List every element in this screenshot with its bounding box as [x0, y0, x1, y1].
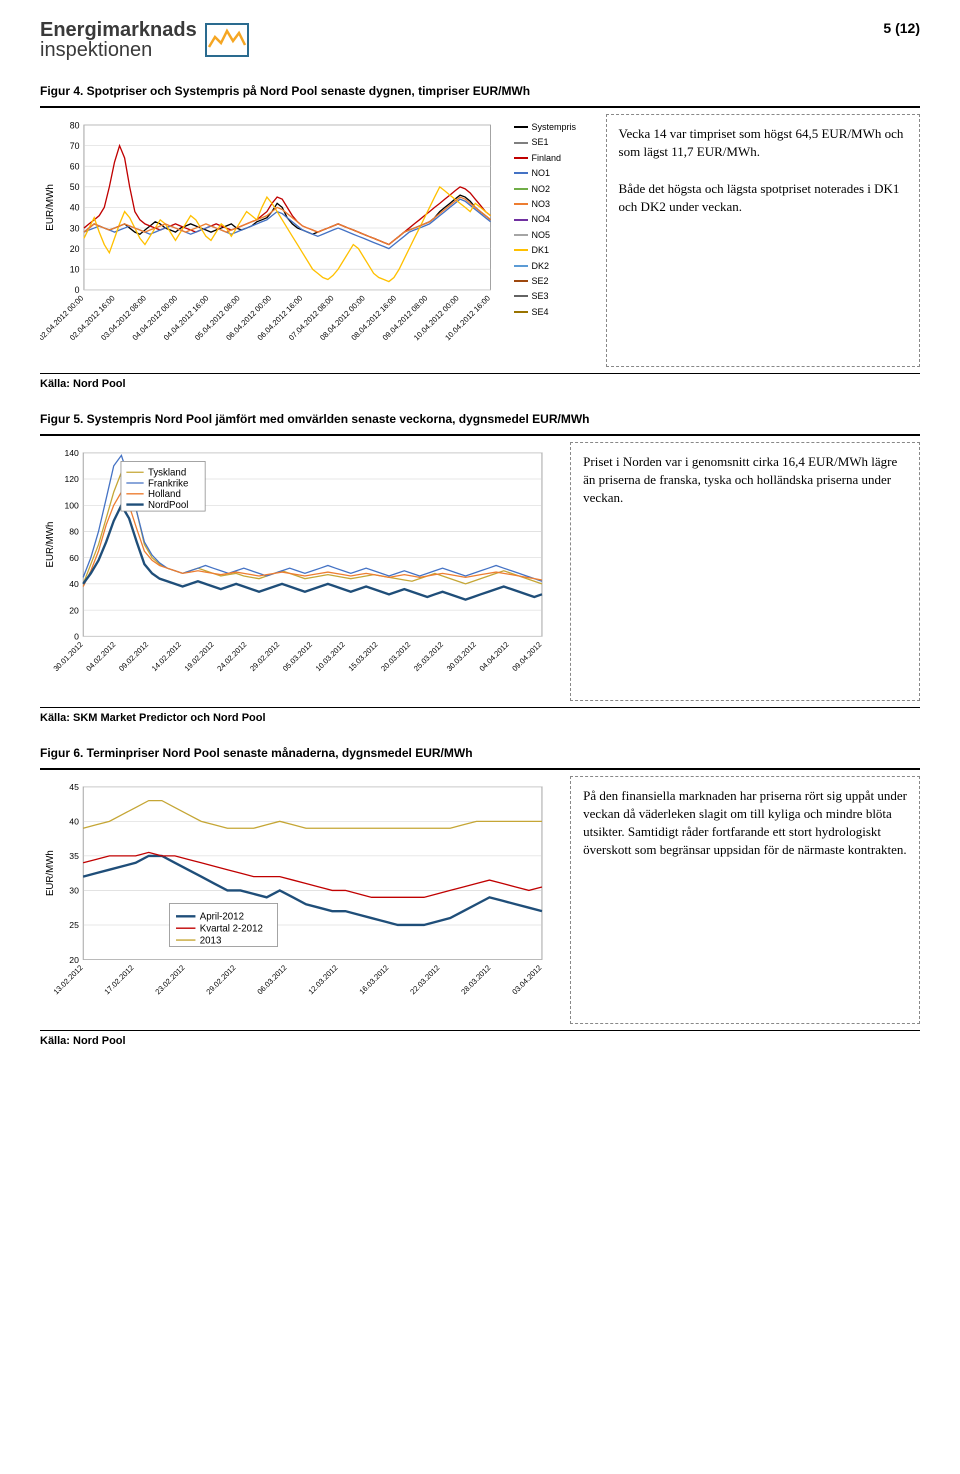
svg-text:10: 10	[70, 265, 80, 275]
logo-icon	[205, 23, 249, 57]
svg-text:140: 140	[64, 448, 79, 458]
brand-bot: inspektionen	[40, 39, 152, 61]
fig5-source: Källa: SKM Market Predictor och Nord Poo…	[40, 712, 920, 724]
fig6-source: Källa: Nord Pool	[40, 1035, 920, 1047]
fig4-title: Figur 4. Spotpriser och Systempris på No…	[40, 84, 920, 98]
svg-text:40: 40	[69, 579, 79, 589]
svg-text:EUR/MWh: EUR/MWh	[45, 184, 56, 231]
svg-text:40: 40	[70, 203, 80, 213]
brand-top: Energimarknads	[40, 19, 197, 41]
legend-item: SE2	[514, 274, 594, 288]
svg-text:Frankrike: Frankrike	[148, 478, 188, 489]
svg-text:70: 70	[70, 141, 80, 151]
svg-text:40: 40	[69, 816, 79, 826]
svg-text:29.02.2012: 29.02.2012	[204, 963, 237, 996]
svg-text:EUR/MWh: EUR/MWh	[45, 521, 56, 567]
svg-text:23.02.2012: 23.02.2012	[153, 963, 186, 996]
svg-text:45: 45	[69, 782, 79, 792]
legend-item: SE4	[514, 305, 594, 319]
legend-item: DK1	[514, 243, 594, 257]
svg-text:28.03.2012: 28.03.2012	[459, 963, 492, 996]
svg-text:04.02.2012: 04.02.2012	[84, 640, 117, 673]
svg-text:60: 60	[69, 553, 79, 563]
svg-text:15.03.2012: 15.03.2012	[346, 640, 379, 673]
svg-text:10.03.2012: 10.03.2012	[314, 640, 347, 673]
svg-text:03.04.2012: 03.04.2012	[510, 963, 543, 996]
svg-text:17.02.2012: 17.02.2012	[102, 963, 135, 996]
svg-text:Holland: Holland	[148, 489, 181, 500]
svg-text:April-2012: April-2012	[200, 911, 244, 922]
fig5-row: 02040608010012014030.01.201204.02.201209…	[40, 434, 920, 701]
logo: Energimarknads inspektionen	[40, 20, 249, 60]
fig4-source: Källa: Nord Pool	[40, 378, 920, 390]
svg-text:30.03.2012: 30.03.2012	[445, 640, 478, 673]
fig4-legend: SystemprisSE1 FinlandNO1 NO2NO3NO4 NO5DK1 DK…	[514, 114, 594, 367]
svg-text:NordPool: NordPool	[148, 500, 188, 511]
fig4-row: 0102030405060708002.04.2012 00:0002.04.2…	[40, 106, 920, 367]
legend-item: Systempris	[514, 120, 594, 134]
legend-item: SE3	[514, 289, 594, 303]
svg-text:30.01.2012: 30.01.2012	[52, 640, 85, 673]
legend-item: NO2	[514, 182, 594, 196]
svg-text:19.02.2012: 19.02.2012	[183, 640, 216, 673]
svg-text:06.03.2012: 06.03.2012	[255, 963, 288, 996]
fig4-chart: 0102030405060708002.04.2012 00:0002.04.2…	[40, 114, 502, 367]
svg-text:22.03.2012: 22.03.2012	[408, 963, 441, 996]
legend-item: SE1	[514, 135, 594, 149]
svg-text:20: 20	[70, 244, 80, 254]
fig5-title: Figur 5. Systempris Nord Pool jämfört me…	[40, 412, 920, 426]
svg-text:16.03.2012: 16.03.2012	[357, 963, 390, 996]
fig6-row: 20253035404513.02.201217.02.201223.02.20…	[40, 768, 920, 1024]
legend-item: DK2	[514, 259, 594, 273]
fig5-chart: 02040608010012014030.01.201204.02.201209…	[40, 442, 558, 701]
legend-item: NO4	[514, 212, 594, 226]
svg-text:20.03.2012: 20.03.2012	[379, 640, 412, 673]
svg-text:25.03.2012: 25.03.2012	[412, 640, 445, 673]
fig6-title: Figur 6. Terminpriser Nord Pool senaste …	[40, 746, 920, 760]
svg-text:0: 0	[74, 631, 79, 641]
svg-text:30: 30	[70, 223, 80, 233]
svg-text:120: 120	[64, 474, 79, 484]
fig6-info: På den finansiella marknaden har prisern…	[570, 776, 920, 1024]
svg-text:60: 60	[70, 161, 80, 171]
svg-text:24.02.2012: 24.02.2012	[215, 640, 248, 673]
svg-text:13.02.2012: 13.02.2012	[52, 963, 85, 996]
svg-text:2013: 2013	[200, 935, 222, 946]
svg-text:100: 100	[64, 500, 79, 510]
svg-text:25: 25	[69, 920, 79, 930]
legend-item: Finland	[514, 151, 594, 165]
legend-item: NO5	[514, 228, 594, 242]
svg-text:04.04.2012: 04.04.2012	[478, 640, 511, 673]
fig6-chart: 20253035404513.02.201217.02.201223.02.20…	[40, 776, 558, 1024]
svg-text:30: 30	[69, 885, 79, 895]
logo-text: Energimarknads inspektionen	[40, 20, 197, 60]
svg-text:Kvartal 2-2012: Kvartal 2-2012	[200, 923, 263, 934]
page-number: 5 (12)	[883, 20, 920, 36]
page-header: Energimarknads inspektionen 5 (12)	[40, 20, 920, 60]
svg-text:12.03.2012: 12.03.2012	[306, 963, 339, 996]
svg-text:14.02.2012: 14.02.2012	[150, 640, 183, 673]
svg-text:35: 35	[69, 851, 79, 861]
svg-text:80: 80	[69, 526, 79, 536]
fig5-info: Priset i Norden var i genomsnitt cirka 1…	[570, 442, 920, 701]
svg-text:09.02.2012: 09.02.2012	[117, 640, 150, 673]
svg-text:50: 50	[70, 182, 80, 192]
svg-text:Tyskland: Tyskland	[148, 467, 186, 478]
svg-text:29.02.2012: 29.02.2012	[248, 640, 281, 673]
svg-text:EUR/MWh: EUR/MWh	[45, 850, 56, 896]
svg-text:05.03.2012: 05.03.2012	[281, 640, 314, 673]
svg-text:80: 80	[70, 120, 80, 130]
svg-text:20: 20	[69, 605, 79, 615]
svg-text:09.04.2012: 09.04.2012	[510, 640, 543, 673]
legend-item: NO3	[514, 197, 594, 211]
legend-item: NO1	[514, 166, 594, 180]
fig4-info: Vecka 14 var timpriset som högst 64,5 EU…	[606, 114, 920, 367]
